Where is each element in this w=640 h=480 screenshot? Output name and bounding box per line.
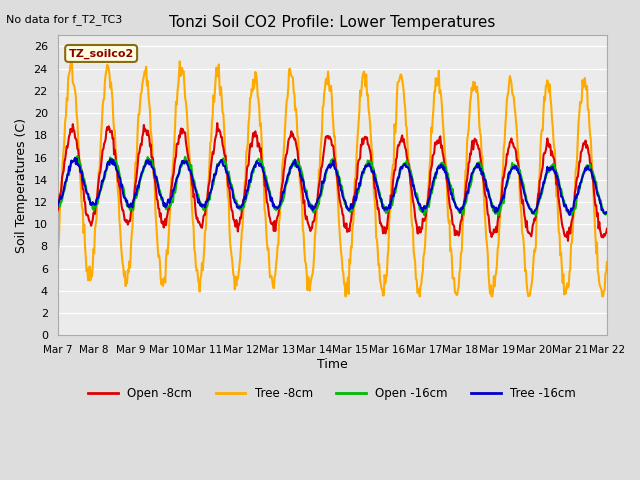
Text: No data for f_T2_TC3: No data for f_T2_TC3 — [6, 14, 123, 25]
X-axis label: Time: Time — [317, 358, 348, 371]
Text: TZ_soilco2: TZ_soilco2 — [68, 48, 134, 59]
Legend: Open -8cm, Tree -8cm, Open -16cm, Tree -16cm: Open -8cm, Tree -8cm, Open -16cm, Tree -… — [84, 382, 581, 404]
Y-axis label: Soil Temperatures (C): Soil Temperatures (C) — [15, 118, 28, 253]
Title: Tonzi Soil CO2 Profile: Lower Temperatures: Tonzi Soil CO2 Profile: Lower Temperatur… — [169, 15, 495, 30]
